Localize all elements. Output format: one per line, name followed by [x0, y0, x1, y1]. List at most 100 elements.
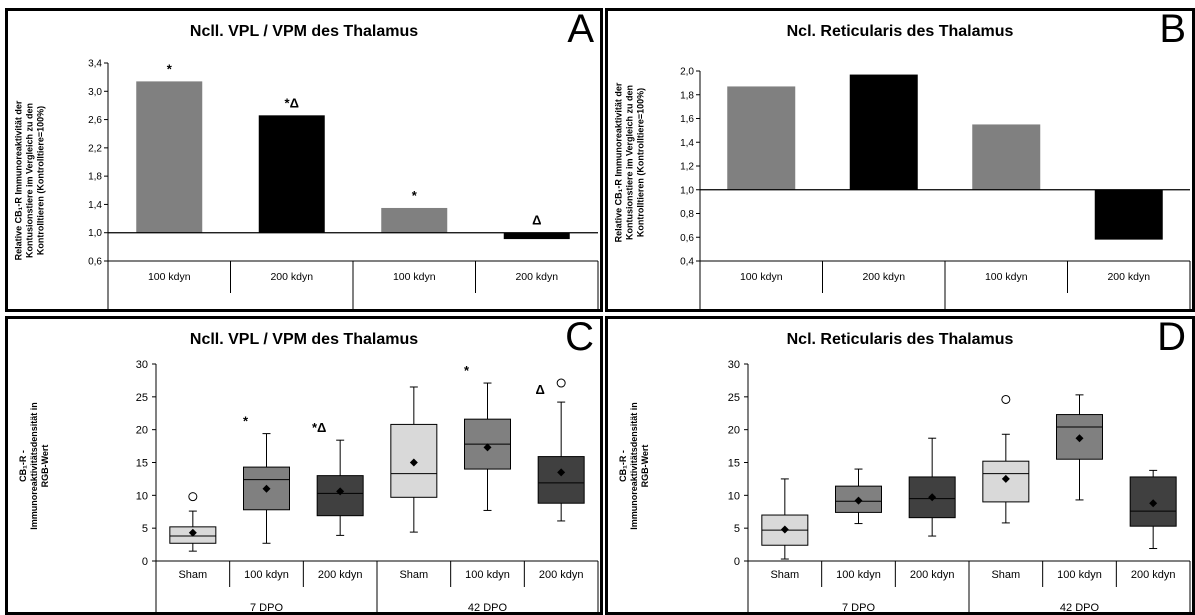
- chart-title: Ncl. Reticularis des Thalamus: [786, 331, 1014, 348]
- mean-marker: [928, 493, 937, 502]
- y-tick-label: 10: [728, 490, 740, 502]
- x-tick-label: 100 kdyn: [148, 271, 191, 283]
- bar: [136, 81, 203, 233]
- y-tick-label: 0: [734, 556, 740, 568]
- chart-title: Ncl. Reticularis des Thalamus: [786, 23, 1014, 40]
- mean-marker: [780, 525, 789, 534]
- significance-marker: *: [464, 363, 470, 378]
- x-tick-label: 200 kdyn: [539, 569, 584, 581]
- x-tick-label: 100 kdyn: [393, 271, 436, 283]
- y-tick-label: 1,8: [88, 172, 102, 183]
- y-tick-label: 2,0: [680, 67, 694, 78]
- x-tick-label: Sham: [399, 569, 428, 581]
- y-tick-label: 1,0: [88, 228, 102, 239]
- panel-d: Ncl. Reticularis des Thalamus D CB₁-R - …: [605, 315, 1195, 615]
- y-tick-label: 5: [734, 523, 740, 535]
- chart-title: Ncll. VPL / VPM des Thalamus: [189, 23, 419, 40]
- y-tick-label: 1,6: [680, 114, 694, 125]
- group-label: 42 DPO: [1060, 602, 1100, 612]
- significance-marker: Δ: [535, 382, 544, 397]
- box: [835, 485, 882, 513]
- panel-letter: B: [1159, 7, 1186, 51]
- mean-marker: [336, 487, 345, 496]
- y-tick-label: 0,6: [88, 257, 102, 268]
- y-tick-label: 30: [136, 359, 148, 371]
- bar: [972, 124, 1041, 190]
- mean-marker: [409, 458, 418, 467]
- x-tick-label: Sham: [178, 569, 207, 581]
- x-tick-label: 100 kdyn: [244, 569, 289, 581]
- y-tick-label: 15: [728, 458, 740, 470]
- panel-b: Ncl. Reticularis des Thalamus B Relative…: [605, 7, 1195, 312]
- outlier-point: [1001, 394, 1011, 404]
- y-tick-label: 2,6: [88, 115, 102, 126]
- outlier-point: [188, 492, 198, 502]
- y-tick-label: 25: [728, 392, 740, 404]
- panel-letter: A: [567, 7, 594, 51]
- x-tick-label: 200 kdyn: [1131, 569, 1176, 581]
- y-tick-label: 20: [136, 425, 148, 437]
- x-tick-label: Sham: [770, 569, 799, 581]
- y-tick-label: 0: [142, 556, 148, 568]
- panel-c: Ncll. VPL / VPM des Thalamus C CB₁-R - I…: [5, 315, 603, 615]
- y-tick-label: 0,8: [680, 209, 694, 220]
- group-label: 42 DPO: [1049, 308, 1086, 309]
- x-tick-label: 200 kdyn: [318, 569, 363, 581]
- significance-marker: *: [167, 61, 173, 76]
- y-tick-label: 1,0: [680, 185, 694, 196]
- y-tick-label: 3,4: [88, 59, 102, 70]
- group-label: 42 DPO: [468, 602, 508, 612]
- y-tick-label: 20: [728, 425, 740, 437]
- group-label: 7 DPO: [215, 308, 247, 309]
- group-label: 7 DPO: [842, 602, 875, 612]
- panel-letter: D: [1157, 315, 1186, 359]
- group-label: 7 DPO: [807, 308, 839, 309]
- y-tick-label: 25: [136, 392, 148, 404]
- x-tick-label: 200 kdyn: [910, 569, 955, 581]
- box: [537, 456, 585, 504]
- box: [390, 423, 438, 498]
- y-tick-label: 0,6: [680, 233, 694, 244]
- mean-marker: [1149, 499, 1158, 508]
- bar: [381, 207, 448, 233]
- x-tick-label: 200 kdyn: [1107, 271, 1150, 283]
- x-tick-label: Sham: [991, 569, 1020, 581]
- mean-marker: [557, 468, 566, 477]
- outlier-point: [556, 378, 566, 388]
- panel-a: Ncll. VPL / VPM des Thalamus A Relative …: [5, 7, 603, 312]
- bar: [727, 86, 796, 190]
- bar: [258, 115, 325, 233]
- y-tick-label: 3,0: [88, 87, 102, 98]
- significance-marker: *: [243, 414, 249, 429]
- y-tick-label: 30: [728, 359, 740, 371]
- significance-marker: *Δ: [285, 95, 299, 110]
- bar: [1094, 189, 1163, 240]
- mean-marker: [262, 484, 271, 493]
- y-tick-label: 5: [142, 523, 148, 535]
- x-tick-label: 100 kdyn: [1057, 569, 1102, 581]
- box: [316, 475, 364, 517]
- bar: [849, 74, 918, 190]
- bar: [503, 232, 570, 240]
- x-tick-label: 200 kdyn: [270, 271, 313, 283]
- y-tick-label: 1,4: [88, 200, 102, 211]
- chart-d-svg: 0 5 10 15 20 25 30 Sham 100 kdyn 200 kdyn Sham 100 …: [728, 359, 1191, 612]
- mean-marker: [1001, 474, 1010, 483]
- significance-marker: Δ: [532, 213, 541, 228]
- mean-marker: [483, 443, 492, 452]
- group-label: 7 DPO: [250, 602, 283, 612]
- x-tick-label: 200 kdyn: [862, 271, 905, 283]
- x-tick-label: 200 kdyn: [515, 271, 558, 283]
- y-tick-label: 10: [136, 490, 148, 502]
- chart-b-svg: 0,4 0,6 0,8 1,0 1,2 1,4 1,6 1,8 2,0 100 kdyn 200 k…: [680, 67, 1191, 309]
- x-tick-label: 100 kdyn: [985, 271, 1028, 283]
- y-tick-label: 0,4: [680, 257, 694, 268]
- mean-marker: [188, 528, 197, 537]
- x-tick-label: 100 kdyn: [465, 569, 510, 581]
- x-tick-label: 100 kdyn: [740, 271, 783, 283]
- y-tick-label: 1,8: [680, 90, 694, 101]
- y-tick-label: 2,2: [88, 143, 102, 154]
- chart-title: Ncll. VPL / VPM des Thalamus: [189, 331, 419, 348]
